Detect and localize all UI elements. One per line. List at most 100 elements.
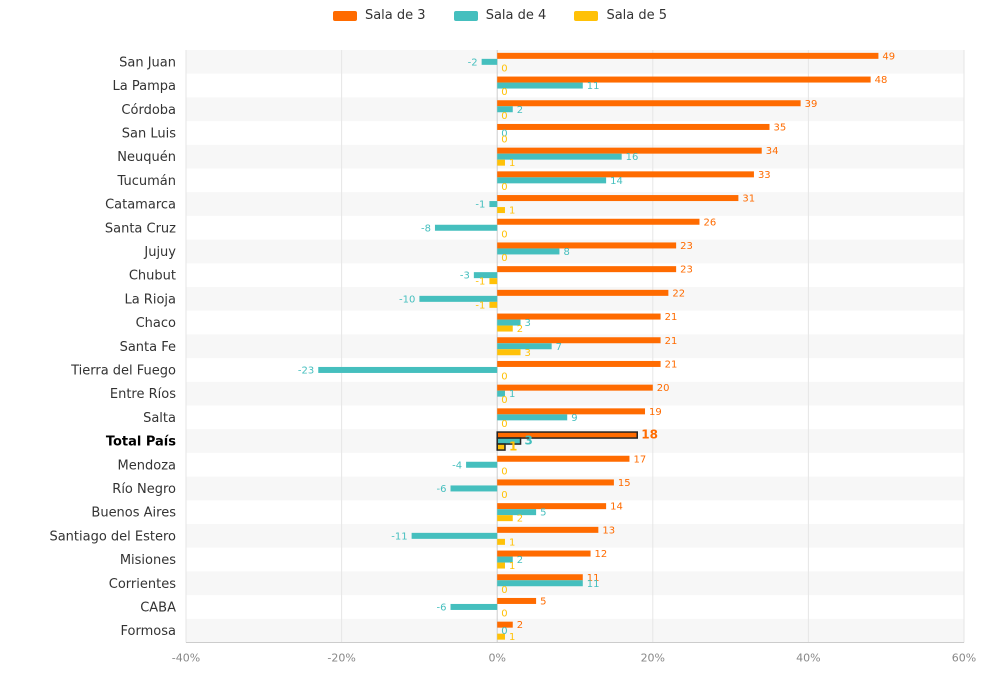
value-label-sala-de-4-mendoza: -4 xyxy=(452,460,462,471)
x-axis-ticks: -40% -20% 0% 20% 40% 60% xyxy=(172,652,976,665)
bar-sala-de-3-tierra-del-fuego xyxy=(497,360,661,367)
row-band-la-rioja xyxy=(186,287,964,311)
value-label-sala-de-5-mendoza: 0 xyxy=(501,466,507,477)
value-label-sala-de-5-san-luis: 0 xyxy=(501,134,507,145)
category-label-neuquen: Neuquén xyxy=(117,150,176,165)
value-label-sala-de-3-santa-cruz: 26 xyxy=(703,217,716,228)
bar-sala-de-4-la-rioja xyxy=(419,295,498,302)
category-label-san-juan: San Juan xyxy=(119,55,176,70)
category-label-buenos-aires: Buenos Aires xyxy=(91,506,176,521)
value-label-sala-de-5-tierra-del-fuego: 0 xyxy=(501,371,507,382)
value-label-sala-de-3-rio-negro: 15 xyxy=(618,478,631,489)
bar-sala-de-3-entre-rios xyxy=(497,384,653,391)
value-label-sala-de-4-santa-cruz: -8 xyxy=(421,223,431,234)
bar-sala-de-4-salta xyxy=(497,414,568,421)
value-label-sala-de-3-caba: 5 xyxy=(540,596,546,607)
value-label-sala-de-4-formosa: 0 xyxy=(501,626,507,637)
bar-sala-de-4-tucuman xyxy=(497,177,607,184)
bar-sala-de-3-santa-fe xyxy=(497,337,661,344)
row-band-catamarca xyxy=(186,192,964,216)
legend-label-sala-5: Sala de 5 xyxy=(606,8,668,23)
category-label-la-pampa: La Pampa xyxy=(113,79,176,94)
value-label-sala-de-3-cordoba: 39 xyxy=(805,99,818,110)
row-band-santa-fe xyxy=(186,334,964,359)
legend-item-sala-4[interactable]: Sala de 4 xyxy=(453,8,546,23)
value-label-sala-de-5-formosa: 1 xyxy=(509,632,515,643)
value-label-sala-de-4-santa-fe: 7 xyxy=(556,342,562,353)
value-label-sala-de-5-neuquen: 1 xyxy=(509,158,515,169)
value-label-sala-de-5-chubut: -1 xyxy=(475,277,485,288)
value-label-sala-de-5-san-juan: 0 xyxy=(501,63,507,74)
bar-sala-de-4-santa-cruz xyxy=(434,224,498,231)
value-label-sala-de-4-cordoba: 2 xyxy=(517,105,523,116)
value-label-sala-de-3-neuquen: 34 xyxy=(766,146,779,157)
bar-sala-de-3-cordoba xyxy=(497,100,801,107)
value-label-sala-de-3-salta: 19 xyxy=(649,407,662,418)
value-label-sala-de-5-chaco: 2 xyxy=(517,324,523,335)
bar-sala-de-3-catamarca xyxy=(497,195,739,202)
bar-sala-de-5-santa-fe xyxy=(497,349,521,356)
value-label-sala-de-5-salta: 0 xyxy=(501,419,507,430)
category-label-la-rioja: La Rioja xyxy=(124,292,176,307)
bar-sala-de-3-san-luis xyxy=(497,123,770,130)
row-band-rio-negro xyxy=(186,476,964,501)
legend-swatch-sala-3 xyxy=(332,10,357,21)
value-label-sala-de-3-tucuman: 33 xyxy=(758,170,771,181)
value-label-sala-de-3-jujuy: 23 xyxy=(680,241,693,252)
bar-sala-de-3-san-juan xyxy=(497,52,879,59)
value-label-sala-de-4-caba: -6 xyxy=(437,602,447,613)
bar-sala-de-3-misiones xyxy=(497,550,591,557)
category-label-santa-fe: Santa Fe xyxy=(120,340,176,355)
bar-sala-de-4-santiago-del-estero xyxy=(411,532,498,539)
legend-swatch-sala-4 xyxy=(453,10,478,21)
x-tick-label: 40% xyxy=(796,652,820,665)
bar-sala-de-4-chaco xyxy=(497,319,521,326)
legend-swatch-sala-5 xyxy=(574,10,599,21)
value-label-sala-de-4-san-juan: -2 xyxy=(468,57,478,68)
bar-sala-de-3-la-rioja xyxy=(497,289,669,296)
value-label-sala-de-4-misiones: 2 xyxy=(517,555,523,566)
value-label-sala-de-4-buenos-aires: 5 xyxy=(540,508,546,519)
value-label-sala-de-3-catamarca: 31 xyxy=(742,194,755,205)
value-label-sala-de-4-neuquen: 16 xyxy=(626,152,639,163)
value-label-sala-de-4-rio-negro: -6 xyxy=(437,484,447,495)
bar-sala-de-4-caba xyxy=(450,603,498,610)
value-label-sala-de-5-la-pampa: 0 xyxy=(501,87,507,98)
value-label-sala-de-3-formosa: 2 xyxy=(517,620,523,631)
value-label-sala-de-3-corrientes: 11 xyxy=(587,573,600,584)
category-label-catamarca: Catamarca xyxy=(105,198,176,213)
bar-sala-de-4-san-juan xyxy=(481,58,498,65)
category-label-misiones: Misiones xyxy=(120,553,176,568)
value-label-sala-de-5-buenos-aires: 2 xyxy=(517,514,523,525)
bar-sala-de-3-tucuman xyxy=(497,171,754,178)
value-label-sala-de-4-tierra-del-fuego: -23 xyxy=(298,365,314,376)
bar-sala-de-3-chubut xyxy=(497,266,677,273)
value-label-sala-de-3-la-pampa: 48 xyxy=(875,75,888,86)
value-label-sala-de-3-santa-fe: 21 xyxy=(665,336,678,347)
bars xyxy=(318,52,879,640)
bar-sala-de-3-total-pais xyxy=(496,431,638,439)
bar-sala-de-3-la-pampa xyxy=(497,76,871,83)
category-label-mendoza: Mendoza xyxy=(118,458,176,473)
value-label-sala-de-4-jujuy: 8 xyxy=(563,247,569,258)
bar-sala-de-4-jujuy xyxy=(497,248,560,255)
bar-sala-de-3-jujuy xyxy=(497,242,677,249)
value-label-sala-de-3-entre-rios: 20 xyxy=(657,383,670,394)
legend-item-sala-3[interactable]: Sala de 3 xyxy=(332,8,426,23)
bar-sala-de-5-la-rioja xyxy=(489,301,498,308)
value-label-sala-de-4-corrientes: 11 xyxy=(587,579,600,590)
chart-legend: Sala de 3 Sala de 4 Sala de 5 xyxy=(0,8,1000,23)
bar-sala-de-3-caba xyxy=(497,597,537,604)
legend-item-sala-5[interactable]: Sala de 5 xyxy=(574,8,667,23)
value-label-sala-de-5-jujuy: 0 xyxy=(501,253,507,264)
value-label-sala-de-4-chaco: 3 xyxy=(525,318,531,329)
legend-label-sala-3: Sala de 3 xyxy=(364,8,426,23)
bar-sala-de-3-chaco xyxy=(497,313,661,320)
value-label-sala-de-5-tucuman: 0 xyxy=(501,182,507,193)
value-label-sala-de-3-chubut: 23 xyxy=(680,265,693,276)
value-label-sala-de-3-la-rioja: 22 xyxy=(672,288,685,299)
row-band-santiago-del-estero xyxy=(186,524,964,548)
bar-sala-de-4-corrientes xyxy=(497,580,583,587)
category-label-cordoba: Córdoba xyxy=(121,103,176,118)
